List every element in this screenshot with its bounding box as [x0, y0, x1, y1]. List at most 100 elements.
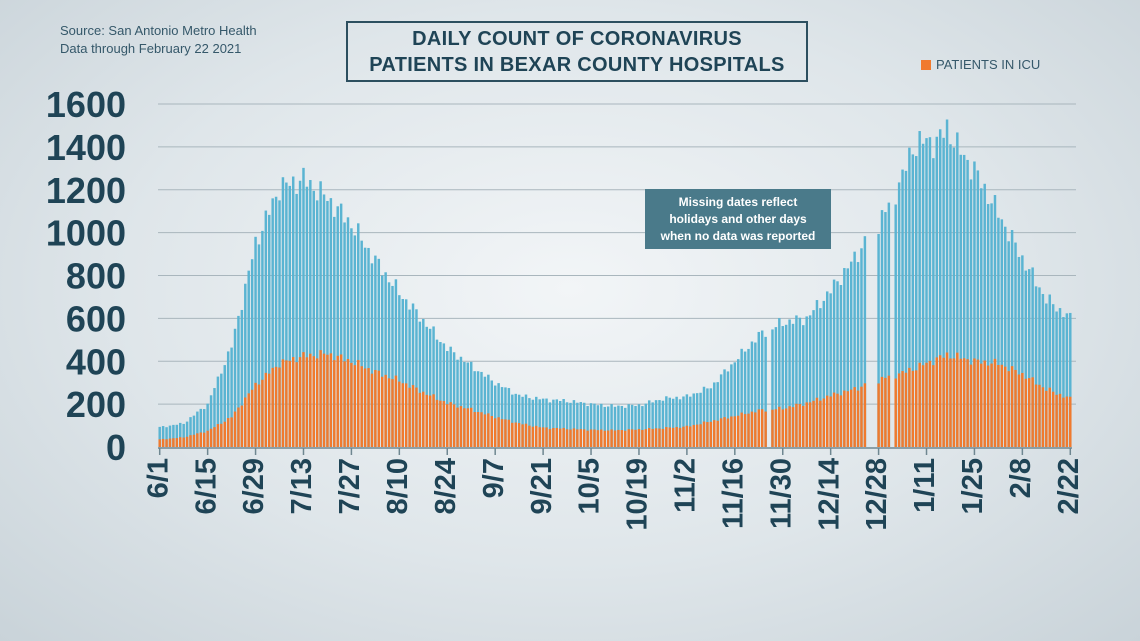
- total-bar: [315, 200, 319, 447]
- total-bar: [860, 248, 863, 447]
- total-bar: [1045, 303, 1048, 447]
- icu-bar: [288, 360, 292, 447]
- total-bar: [740, 348, 743, 447]
- total-bar: [949, 144, 952, 447]
- icu-bar: [278, 367, 281, 447]
- icu-bar: [185, 436, 189, 447]
- y-tick-label: 1200: [46, 170, 126, 211]
- icu-bar: [665, 427, 668, 447]
- icu-bar: [853, 387, 856, 447]
- x-tick-label: 11/30: [765, 458, 797, 529]
- total-bar: [754, 342, 757, 447]
- total-bar: [541, 398, 545, 447]
- total-bar: [394, 279, 398, 447]
- icu-bar: [507, 419, 511, 447]
- total-bar: [1000, 219, 1004, 447]
- x-tick-label: 11/16: [717, 458, 749, 529]
- icu-bar: [230, 417, 233, 447]
- icu-bar: [610, 429, 613, 447]
- icu-bar: [459, 406, 463, 447]
- icu-bar: [938, 355, 942, 447]
- icu-bar: [702, 421, 706, 447]
- total-bar: [172, 424, 175, 447]
- icu-bar: [586, 430, 589, 447]
- icu-bar: [545, 427, 548, 447]
- total-bar: [175, 424, 179, 447]
- total-bar: [1007, 241, 1010, 447]
- icu-bar: [312, 356, 315, 447]
- total-bar: [291, 176, 295, 447]
- total-bar: [480, 371, 483, 447]
- total-bar: [199, 408, 203, 447]
- total-bar: [884, 212, 887, 447]
- icu-bar: [541, 427, 545, 447]
- icu-bar: [240, 405, 244, 447]
- total-bar: [285, 182, 288, 447]
- total-bar: [504, 387, 507, 447]
- total-bar: [483, 376, 487, 447]
- total-bar: [733, 362, 737, 447]
- total-bar: [822, 300, 826, 447]
- total-bar: [791, 323, 795, 447]
- total-bar: [514, 393, 517, 447]
- total-bar: [942, 137, 945, 448]
- total-bar: [473, 371, 476, 447]
- total-bar: [880, 210, 884, 447]
- icu-bar: [798, 403, 802, 447]
- total-bar: [815, 300, 819, 447]
- total-bar: [490, 380, 493, 447]
- icu-bar: [966, 359, 969, 447]
- total-bar: [1014, 242, 1017, 447]
- total-bar: [795, 315, 798, 447]
- total-bar: [548, 402, 552, 447]
- total-bar: [743, 351, 747, 447]
- total-bar: [333, 216, 336, 447]
- icu-bar: [911, 370, 915, 447]
- total-bar: [617, 405, 620, 447]
- total-bar: [165, 427, 168, 447]
- total-bar: [1031, 267, 1034, 447]
- icu-bar: [535, 425, 538, 447]
- icu-bar: [528, 425, 531, 447]
- source-note: Source: San Antonio Metro Health Data th…: [60, 22, 257, 58]
- total-bar: [856, 262, 860, 447]
- icu-bar: [658, 428, 661, 447]
- icu-bar: [980, 363, 983, 447]
- icu-bar: [466, 408, 470, 447]
- icu-bar: [644, 429, 648, 447]
- icu-bar: [969, 364, 973, 447]
- total-bar: [271, 198, 274, 447]
- icu-bar: [226, 418, 230, 447]
- icu-bar: [1021, 372, 1024, 447]
- total-bar: [500, 387, 504, 447]
- total-bar: [997, 217, 1000, 447]
- icu-bar: [945, 352, 949, 447]
- icu-bar: [997, 364, 1000, 447]
- total-bar: [980, 188, 983, 448]
- icu-bar: [490, 416, 493, 447]
- icu-bar: [469, 407, 473, 447]
- legend-swatch-icu: [921, 59, 931, 70]
- total-bar: [1004, 226, 1007, 447]
- total-bar: [990, 203, 993, 447]
- y-tick-label: 600: [66, 298, 126, 339]
- icu-bar: [627, 429, 630, 447]
- icu-bar: [531, 426, 535, 447]
- y-tick-label: 1400: [46, 127, 126, 168]
- total-bar: [938, 129, 942, 448]
- total-bar: [853, 251, 856, 447]
- total-bar: [665, 396, 668, 447]
- total-bar: [449, 346, 452, 447]
- icu-bar: [661, 428, 665, 447]
- total-bar: [329, 198, 333, 447]
- icu-bar: [569, 429, 572, 447]
- total-bar: [295, 193, 298, 447]
- total-bar: [764, 336, 767, 447]
- title-line-1: DAILY COUNT OF CORONAVIRUS: [412, 27, 742, 50]
- total-bar: [517, 394, 521, 447]
- icu-bar: [716, 420, 719, 447]
- icu-bar: [637, 429, 641, 447]
- total-bar: [805, 316, 808, 447]
- icu-bar: [555, 427, 559, 447]
- icu-bar: [1024, 378, 1028, 447]
